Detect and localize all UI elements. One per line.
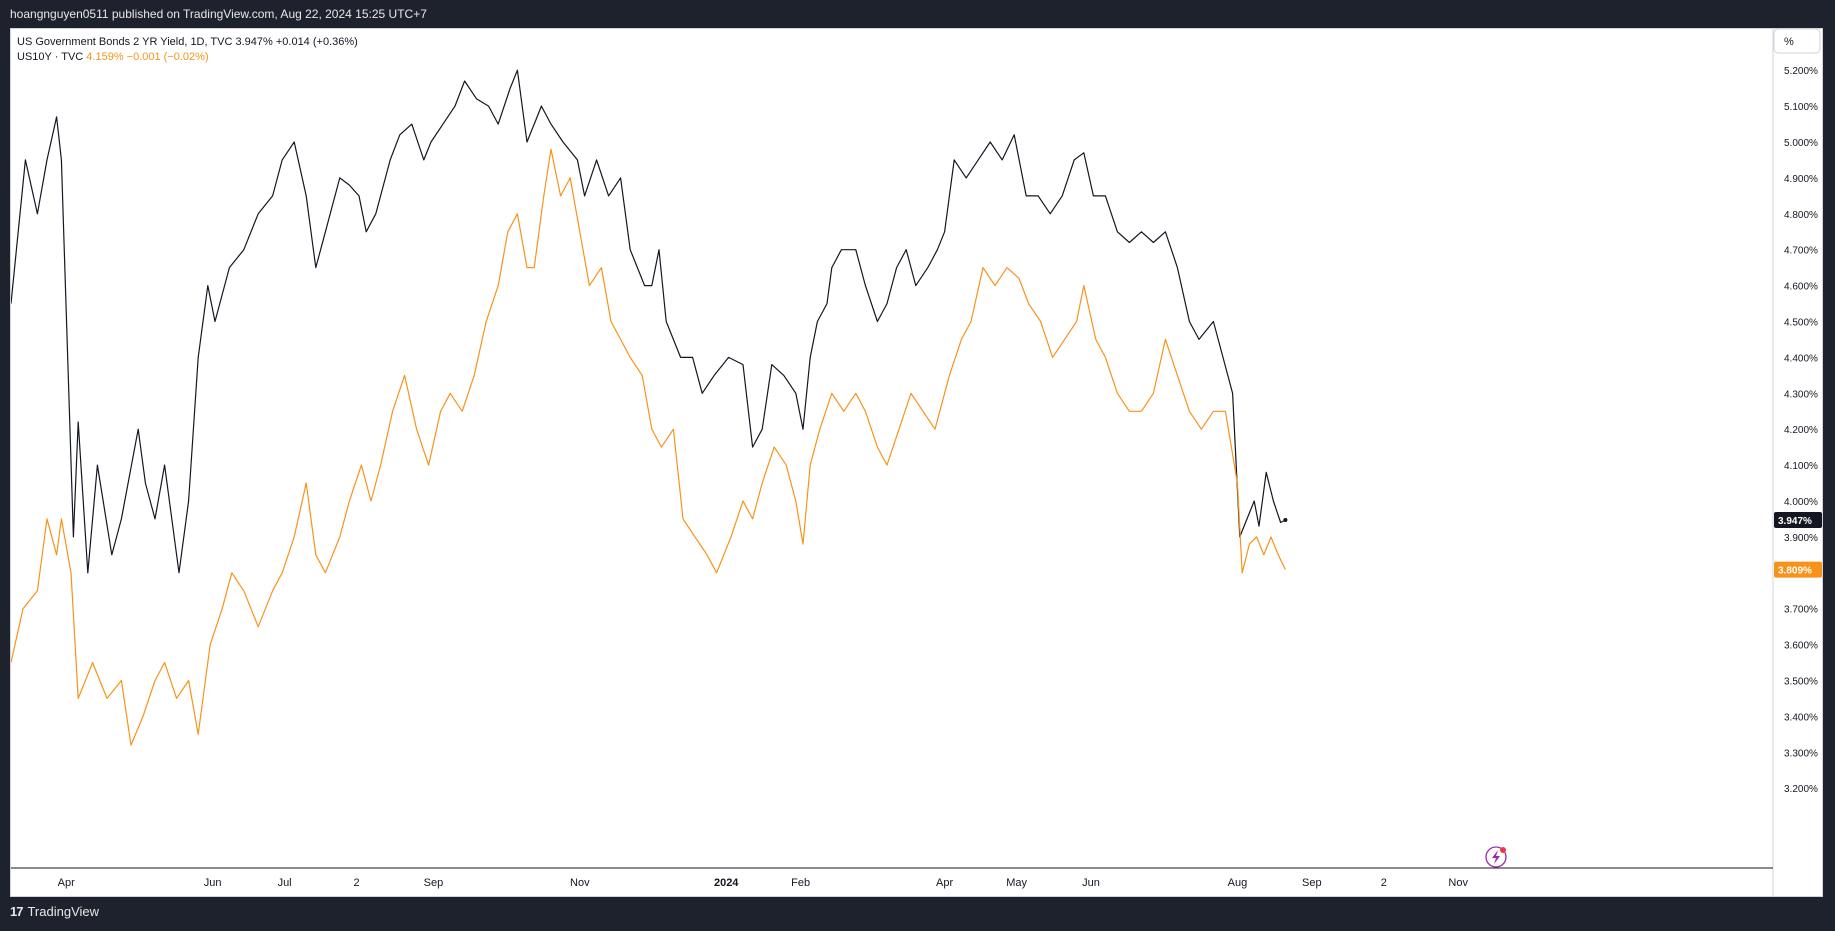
y-tick-label: 4.300% bbox=[1784, 389, 1818, 400]
chart-canvas[interactable]: 3.200% 3.300% 3.400% 3.500% 3.600% 3.700% 3.80… bbox=[11, 29, 1822, 896]
x-tick-label: Jul bbox=[278, 877, 292, 889]
y-tick-label: 3.900% bbox=[1784, 533, 1818, 544]
chart-panel[interactable]: 3.200% 3.300% 3.400% 3.500% 3.600% 3.700% 3.80… bbox=[10, 28, 1823, 897]
publisher-bar: hoangnguyen0511 published on TradingView… bbox=[0, 0, 1835, 28]
price-badge-us02y: 3.947% bbox=[1774, 512, 1822, 529]
y-tick-label: 5.100% bbox=[1784, 102, 1818, 113]
x-tick-label: May bbox=[1006, 877, 1027, 889]
x-tick-label: Sep bbox=[1302, 877, 1322, 889]
x-tick-label: 2 bbox=[1381, 877, 1387, 889]
x-tick-label: Jun bbox=[1082, 877, 1100, 889]
y-tick-label: 3.500% bbox=[1784, 677, 1818, 688]
x-tick-label: Aug bbox=[1228, 877, 1248, 889]
series-line-us02y[interactable] bbox=[11, 69, 1286, 574]
y-tick-label: 3.300% bbox=[1784, 748, 1818, 759]
x-tick-label: Sep bbox=[424, 877, 444, 889]
axes: 3.200% 3.300% 3.400% 3.500% 3.600% 3.700% 3.80… bbox=[11, 29, 1822, 896]
x-tick-label: Nov bbox=[1448, 877, 1468, 889]
brand[interactable]: 17 TradingView bbox=[10, 904, 99, 919]
series-line-us10y[interactable] bbox=[11, 148, 1286, 746]
x-tick-label: 2 bbox=[354, 877, 360, 889]
y-tick-label: 3.400% bbox=[1784, 712, 1818, 723]
y-tick-label: 3.200% bbox=[1784, 784, 1818, 795]
y-tick-label: 4.000% bbox=[1784, 497, 1818, 508]
x-tick-label: Feb bbox=[791, 877, 810, 889]
svg-text:3.809%: 3.809% bbox=[1778, 566, 1812, 577]
y-tick-label: 4.500% bbox=[1784, 318, 1818, 329]
y-tick-label: 4.400% bbox=[1784, 353, 1818, 364]
y-tick-label: 5.000% bbox=[1784, 138, 1818, 149]
x-tick-label: Jun bbox=[204, 877, 222, 889]
x-tick-label: Apr bbox=[936, 877, 953, 889]
legend-us02y[interactable]: US Government Bonds 2 YR Yield, 1D, TVC … bbox=[17, 36, 358, 48]
plot-area[interactable] bbox=[11, 69, 1288, 746]
last-point-marker bbox=[1283, 518, 1288, 523]
scale-unit-label: % bbox=[1784, 36, 1794, 48]
x-tick-label: Nov bbox=[570, 877, 590, 889]
x-tick-label: 2024 bbox=[714, 877, 739, 889]
publisher-text: hoangnguyen0511 published on TradingView… bbox=[10, 7, 427, 21]
y-tick-label: 4.200% bbox=[1784, 425, 1818, 436]
y-tick-label: 4.700% bbox=[1784, 246, 1818, 257]
legend: US Government Bonds 2 YR Yield, 1D, TVC … bbox=[17, 36, 358, 63]
scale-unit-button[interactable]: % bbox=[1773, 29, 1821, 54]
y-tick-label: 4.800% bbox=[1784, 210, 1818, 221]
bottom-bar: 17 TradingView bbox=[0, 897, 1835, 931]
y-tick-label: 4.100% bbox=[1784, 461, 1818, 472]
price-badge-us10y: 3.809% bbox=[1774, 561, 1822, 578]
y-tick-label: 4.900% bbox=[1784, 174, 1818, 185]
x-tick-label: Apr bbox=[58, 877, 75, 889]
y-tick-label: 4.600% bbox=[1784, 282, 1818, 293]
svg-text:3.947%: 3.947% bbox=[1778, 516, 1812, 527]
tradingview-logo-icon: 17 bbox=[10, 904, 24, 919]
legend-us10y[interactable]: US10Y · TVC 4.159% −0.001 (−0.02%) bbox=[17, 51, 209, 63]
lightning-icon[interactable] bbox=[1485, 846, 1507, 868]
y-tick-label: 3.600% bbox=[1784, 641, 1818, 652]
y-tick-label: 3.700% bbox=[1784, 605, 1818, 616]
y-tick-label: 5.200% bbox=[1784, 66, 1818, 77]
brand-name: TradingView bbox=[27, 904, 100, 919]
